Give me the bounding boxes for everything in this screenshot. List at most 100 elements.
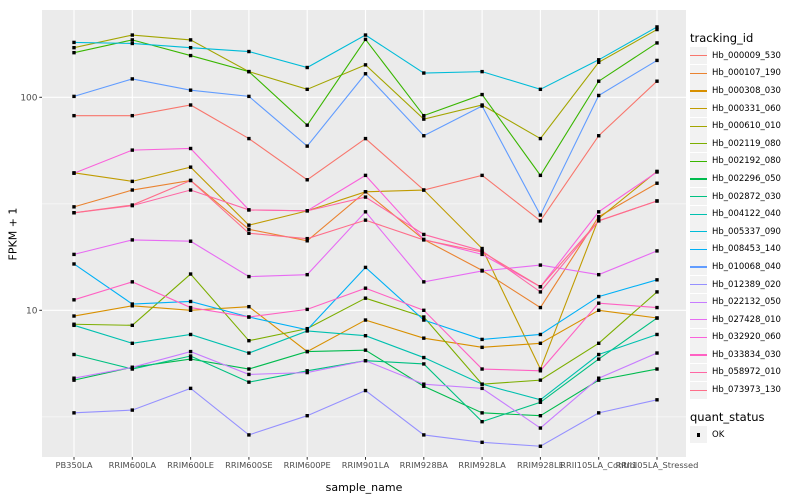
- data-point: [422, 315, 426, 319]
- data-point: [655, 278, 659, 282]
- legend-key: [690, 152, 707, 170]
- data-point: [130, 280, 134, 284]
- legend-key: [690, 311, 707, 329]
- legend-line-swatch-icon: [690, 284, 707, 286]
- legend-line-swatch-icon: [690, 143, 707, 145]
- legend-item-label: Hb_002192_080: [712, 156, 781, 167]
- data-point: [72, 378, 76, 382]
- data-point: [597, 79, 601, 83]
- data-point: [130, 365, 134, 370]
- data-point: [538, 285, 543, 289]
- legend-item: Hb_005337_090: [690, 223, 800, 241]
- data-point: [422, 134, 426, 138]
- legend-items: Hb_000009_530 Hb_000107_190 Hb_000308_030 H…: [690, 47, 800, 399]
- legend-line-swatch-icon: [690, 248, 707, 251]
- legend-item-label: Hb_000009_530: [712, 50, 781, 61]
- data-point: [538, 263, 543, 267]
- data-point: [597, 272, 601, 277]
- legend-item-label: Hb_000308_030: [712, 85, 781, 96]
- data-point: [247, 351, 251, 355]
- data-point: [655, 170, 659, 174]
- legend-item-label: OK: [712, 429, 725, 440]
- data-point: [363, 265, 368, 270]
- data-point: [72, 376, 76, 380]
- data-point: [538, 444, 543, 448]
- legend-item-label: Hb_033834_030: [712, 349, 781, 360]
- x-tick-label: RRIM901LA: [342, 460, 390, 470]
- data-point: [597, 376, 601, 380]
- data-point: [655, 332, 659, 337]
- data-point: [538, 398, 543, 402]
- data-point: [188, 349, 193, 354]
- data-point: [422, 188, 426, 192]
- legend-key: [690, 135, 707, 153]
- data-point: [538, 414, 543, 418]
- data-point: [597, 210, 601, 214]
- data-point: [655, 58, 659, 63]
- data-point: [480, 419, 484, 424]
- data-point: [188, 272, 193, 276]
- data-point: [305, 87, 309, 92]
- data-point: [655, 249, 659, 253]
- legend-line-swatch-icon: [690, 354, 707, 356]
- data-point: [480, 345, 484, 350]
- data-point: [597, 60, 601, 64]
- legend-item-label: Hb_073973_130: [712, 385, 781, 396]
- legend-line-swatch-icon: [690, 213, 707, 215]
- legend-item: Hb_002119_080: [690, 135, 800, 153]
- data-point: [363, 296, 368, 300]
- data-point: [247, 433, 251, 437]
- data-point: [130, 113, 134, 118]
- data-point: [247, 231, 251, 235]
- data-point: [538, 369, 543, 373]
- y-tick-label: 10: [26, 306, 38, 316]
- legend-key: [690, 240, 707, 258]
- legend-item-label: Hb_032920_060: [712, 332, 781, 343]
- data-point: [72, 94, 76, 99]
- data-point: [188, 103, 193, 107]
- legend-title-quant-status: quant_status: [690, 409, 765, 424]
- data-point: [72, 205, 76, 209]
- legend-item: Hb_012389_020: [690, 276, 800, 294]
- data-point: [188, 308, 193, 312]
- data-point: [130, 77, 134, 81]
- data-point: [247, 94, 251, 99]
- data-point: [480, 246, 484, 251]
- data-point: [305, 239, 309, 243]
- data-point: [130, 38, 134, 42]
- data-point: [597, 411, 601, 415]
- legend-item-ok: OK: [690, 426, 800, 444]
- data-point: [188, 299, 193, 304]
- x-tick-label: PB350LA: [55, 460, 92, 470]
- data-point: [422, 308, 426, 312]
- data-point: [130, 341, 134, 345]
- legend-key: [690, 381, 707, 399]
- data-point: [247, 372, 251, 377]
- legend-line-swatch-icon: [690, 319, 707, 321]
- data-point: [305, 414, 309, 418]
- data-point: [538, 173, 543, 178]
- data-point: [363, 63, 368, 67]
- legend-item-label: Hb_010068_040: [712, 261, 781, 272]
- data-point: [480, 69, 484, 74]
- data-point: [363, 33, 368, 37]
- data-point: [72, 113, 76, 118]
- legend-item: Hb_008453_140: [690, 240, 800, 259]
- legend-item: Hb_000308_030: [690, 82, 800, 100]
- legend: tracking_id Hb_000009_530 Hb_000107_190 Hb…: [690, 0, 800, 444]
- data-point: [130, 323, 134, 328]
- data-point: [597, 308, 601, 312]
- data-point: [130, 188, 134, 192]
- data-point: [655, 305, 659, 310]
- y-axis-title: FPKM + 1: [6, 207, 20, 261]
- legend-key: [690, 170, 707, 188]
- data-point: [480, 386, 484, 391]
- data-point: [422, 362, 426, 366]
- legend-item-label: Hb_000107_190: [712, 68, 781, 79]
- data-point: [188, 188, 193, 192]
- x-axis-title: sample_name: [325, 481, 403, 494]
- data-point: [305, 370, 309, 375]
- legend-line-swatch-icon: [690, 336, 707, 338]
- legend-item-label: Hb_012389_020: [712, 279, 781, 290]
- legend-item: Hb_000009_530: [690, 47, 800, 65]
